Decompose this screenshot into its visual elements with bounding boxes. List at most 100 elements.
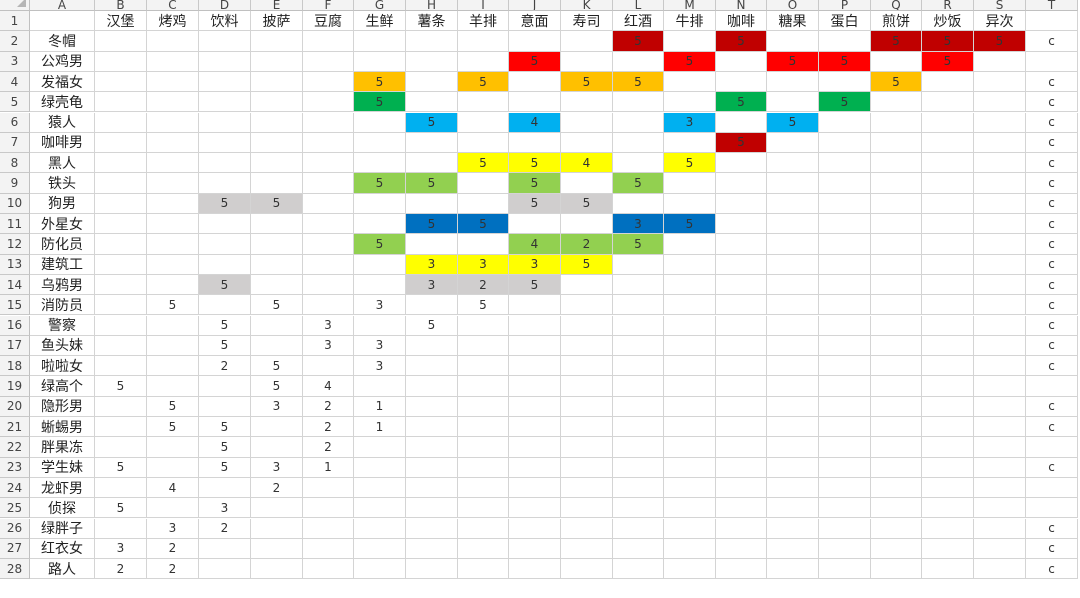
cell-T22[interactable] [1026,437,1078,458]
cell-K4[interactable]: 5 [561,71,613,93]
cell-R5[interactable] [922,92,974,113]
cell-O25[interactable] [767,498,819,519]
cell-C24[interactable]: 4 [147,477,199,499]
cell-Q5[interactable] [871,92,922,113]
cell-H5[interactable] [406,92,458,113]
cell-S24[interactable] [974,477,1026,499]
cell-P21[interactable] [819,417,871,438]
cell-M4[interactable] [664,71,716,93]
cell-M5[interactable] [664,92,716,113]
cell-C25[interactable] [147,498,199,519]
cell-T17[interactable]: c [1026,335,1078,357]
cell-R7[interactable] [922,132,974,154]
cell-I28[interactable] [458,559,509,580]
row-header-7[interactable]: 7 [0,132,30,154]
cell-F15[interactable] [303,295,354,316]
row-header-18[interactable]: 18 [0,356,30,377]
cell-Q27[interactable] [871,538,922,560]
cell-H4[interactable] [406,71,458,93]
cell-R27[interactable] [922,538,974,560]
cell-N28[interactable] [716,559,767,580]
cell-J1[interactable]: 意面 [509,11,561,32]
cell-I4[interactable]: 5 [458,71,509,93]
cell-N23[interactable] [716,457,767,478]
cell-G3[interactable] [354,51,406,72]
column-header-H[interactable]: H [406,0,458,11]
cell-G16[interactable] [354,315,406,336]
cell-Q24[interactable] [871,477,922,499]
cell-B20[interactable] [95,396,147,417]
cell-F26[interactable] [303,518,354,539]
row-header-9[interactable]: 9 [0,173,30,194]
column-header-Q[interactable]: Q [871,0,922,11]
cell-A21[interactable]: 蜥蜴男 [30,417,95,438]
cell-R16[interactable] [922,315,974,336]
cell-R14[interactable] [922,274,974,296]
cell-M19[interactable] [664,376,716,397]
cell-O3[interactable]: 5 [767,51,819,72]
cell-L7[interactable] [613,132,664,154]
cell-J18[interactable] [509,356,561,377]
cell-T20[interactable]: c [1026,396,1078,417]
row-header-20[interactable]: 20 [0,396,30,417]
cell-D2[interactable] [199,31,251,52]
column-header-A[interactable]: A [30,0,95,11]
cell-A14[interactable]: 乌鸦男 [30,274,95,296]
cell-F1[interactable]: 豆腐 [303,11,354,32]
cell-D4[interactable] [199,71,251,93]
cell-I16[interactable] [458,315,509,336]
cell-E27[interactable] [251,538,303,560]
cell-F13[interactable] [303,254,354,275]
cell-O17[interactable] [767,335,819,357]
cell-G26[interactable] [354,518,406,539]
cell-P6[interactable] [819,112,871,133]
cell-I13[interactable]: 3 [458,254,509,275]
cell-B6[interactable] [95,112,147,133]
cell-G4[interactable]: 5 [354,71,406,93]
cell-P13[interactable] [819,254,871,275]
cell-R15[interactable] [922,295,974,316]
cell-P10[interactable] [819,193,871,214]
cell-B24[interactable] [95,477,147,499]
cell-P28[interactable] [819,559,871,580]
cell-J9[interactable]: 5 [509,173,561,194]
cell-D17[interactable]: 5 [199,335,251,357]
cell-H22[interactable] [406,437,458,458]
cell-M20[interactable] [664,396,716,417]
cell-M6[interactable]: 3 [664,112,716,133]
cell-T16[interactable]: c [1026,315,1078,336]
cell-B19[interactable]: 5 [95,376,147,397]
cell-T12[interactable]: c [1026,234,1078,255]
cell-E8[interactable] [251,153,303,174]
cell-E13[interactable] [251,254,303,275]
cell-E12[interactable] [251,234,303,255]
cell-I21[interactable] [458,417,509,438]
cell-J6[interactable]: 4 [509,112,561,133]
cell-E11[interactable] [251,214,303,235]
cell-D27[interactable] [199,538,251,560]
cell-B15[interactable] [95,295,147,316]
cell-O1[interactable]: 糖果 [767,11,819,32]
cell-O12[interactable] [767,234,819,255]
cell-S14[interactable] [974,274,1026,296]
cell-Q9[interactable] [871,173,922,194]
cell-L8[interactable] [613,153,664,174]
cell-A15[interactable]: 消防员 [30,295,95,316]
cell-D21[interactable]: 5 [199,417,251,438]
cell-D18[interactable]: 2 [199,356,251,377]
cell-F28[interactable] [303,559,354,580]
cell-H13[interactable]: 3 [406,254,458,275]
row-header-5[interactable]: 5 [0,92,30,113]
cell-P26[interactable] [819,518,871,539]
column-header-T[interactable]: T [1026,0,1078,11]
cell-D22[interactable]: 5 [199,437,251,458]
cell-N14[interactable] [716,274,767,296]
row-header-10[interactable]: 10 [0,193,30,214]
cell-E2[interactable] [251,31,303,52]
cell-S12[interactable] [974,234,1026,255]
cell-C7[interactable] [147,132,199,154]
cell-Q7[interactable] [871,132,922,154]
cell-G24[interactable] [354,477,406,499]
cell-R25[interactable] [922,498,974,519]
